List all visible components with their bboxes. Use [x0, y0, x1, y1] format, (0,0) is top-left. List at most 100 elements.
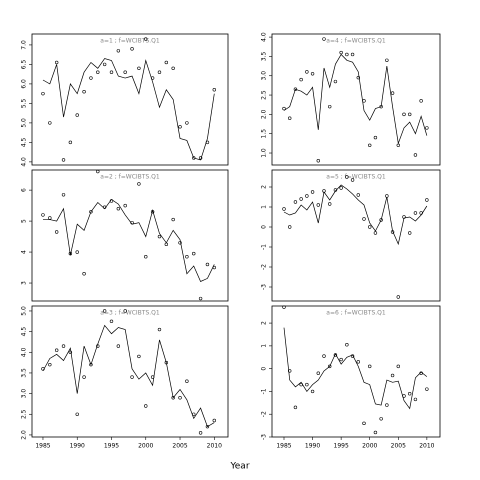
data-point: [96, 169, 100, 174]
y-tick-label: -3: [261, 284, 268, 290]
data-point: [185, 255, 189, 259]
y-tick-label: 6.0: [21, 79, 28, 89]
data-point: [102, 309, 107, 313]
panel-title: a=3 ; f=WCIBTS.Q1: [100, 310, 160, 317]
y-tick-label: 4: [21, 250, 28, 254]
panel: a=5 ; f=WCIBTS.Q1 -3 -2 -1 0 1 2: [261, 169, 441, 302]
y-tick-label: 2.0: [261, 109, 268, 119]
data-point: [89, 210, 93, 214]
y-tick-label: 3.0: [261, 71, 268, 81]
fitted-line: [283, 184, 428, 246]
y-tick-label: 3.5: [21, 368, 28, 378]
y-tick-label: -2: [261, 411, 268, 417]
y-tick-label: 7.0: [21, 40, 28, 50]
data-point: [288, 225, 292, 229]
data-point: [192, 251, 196, 256]
data-point: [96, 70, 100, 74]
y-tick-label: -2: [261, 264, 268, 270]
data-point: [41, 91, 45, 96]
y-tick-label: 1: [261, 205, 268, 209]
data-point: [75, 412, 79, 416]
data-point: [288, 116, 292, 120]
x-tick-label: 1995: [104, 443, 119, 450]
y-tick-label: 2: [261, 185, 268, 189]
panel-title: a=4 ; f=WCIBTS.Q1: [326, 38, 386, 45]
y-tick-label: 2.5: [261, 90, 268, 100]
panel-title: a=5 ; f=WCIBTS.Q1: [326, 174, 386, 181]
data-point: [328, 364, 332, 369]
data-point: [61, 158, 66, 162]
data-point: [109, 319, 114, 323]
y-tick-label: 1.0: [261, 148, 268, 158]
y-tick-label: 5.0: [21, 306, 28, 316]
data-point: [137, 66, 141, 71]
x-tick-label: 1990: [70, 443, 85, 450]
data-point: [89, 362, 93, 367]
data-point: [293, 200, 298, 204]
x-tick-label: 2000: [138, 443, 153, 450]
plot-frame: [31, 305, 229, 438]
data-point: [185, 121, 189, 125]
y-tick-label: 4.0: [21, 157, 28, 167]
x-tick-label: 2010: [419, 443, 434, 450]
data-point: [316, 371, 320, 375]
panel-title: a=2 ; f=WCIBTS.Q1: [100, 174, 160, 181]
y-tick-label: 0: [261, 367, 268, 371]
plot-frame: [31, 33, 229, 166]
data-point: [212, 88, 216, 92]
data-point: [373, 135, 378, 140]
data-point: [75, 250, 79, 254]
data-point: [68, 350, 73, 354]
data-point: [178, 396, 182, 400]
data-point: [54, 60, 59, 65]
data-point: [198, 296, 203, 301]
data-point: [345, 52, 349, 57]
data-point: [48, 216, 52, 220]
data-point: [396, 364, 400, 369]
data-point: [339, 50, 343, 55]
data-point: [130, 47, 134, 51]
data-point: [282, 106, 286, 111]
data-point: [373, 231, 378, 235]
y-tick-label: 2.0: [21, 430, 28, 440]
plot-frame: [31, 169, 229, 302]
y-tick-label: 4.5: [21, 137, 28, 147]
plot-frame: [271, 169, 441, 302]
panel: a=2 ; f=WCIBTS.Q1 3 4 5 6: [21, 169, 229, 302]
data-point: [164, 60, 169, 65]
y-tick-label: 5: [21, 219, 28, 223]
data-point: [61, 193, 66, 197]
panel-title: a=6 ; f=WCIBTS.Q1: [326, 310, 386, 317]
fitted-line: [42, 58, 215, 161]
y-tick-label: 3.0: [21, 389, 28, 399]
data-point: [299, 77, 303, 82]
data-point: [310, 389, 315, 394]
data-point: [116, 49, 121, 53]
data-point: [385, 403, 389, 407]
data-point: [54, 230, 59, 234]
data-point: [322, 354, 326, 358]
data-point: [137, 182, 141, 186]
data-point: [116, 207, 121, 211]
y-tick-label: 5.5: [21, 98, 28, 108]
data-point: [425, 387, 429, 391]
data-point: [102, 62, 107, 67]
data-point: [328, 104, 332, 109]
data-point: [408, 231, 412, 235]
data-point: [396, 295, 400, 299]
data-point: [293, 87, 298, 91]
data-point: [368, 225, 372, 229]
data-point: [171, 217, 175, 222]
data-point: [316, 159, 320, 163]
data-point: [368, 364, 372, 369]
panel: a=1 ; f=WCIBTS.Q1 4.0 4.5 5.0 5.5 6.0 6.5 7.0: [21, 33, 229, 167]
data-point: [68, 140, 73, 145]
data-point: [362, 217, 366, 221]
data-point: [116, 344, 121, 348]
x-tick-label: 2010: [207, 443, 222, 450]
y-tick-label: 1: [261, 344, 268, 348]
data-point: [82, 375, 86, 379]
data-point: [123, 309, 127, 313]
data-point: [192, 156, 196, 160]
data-point: [54, 348, 59, 352]
